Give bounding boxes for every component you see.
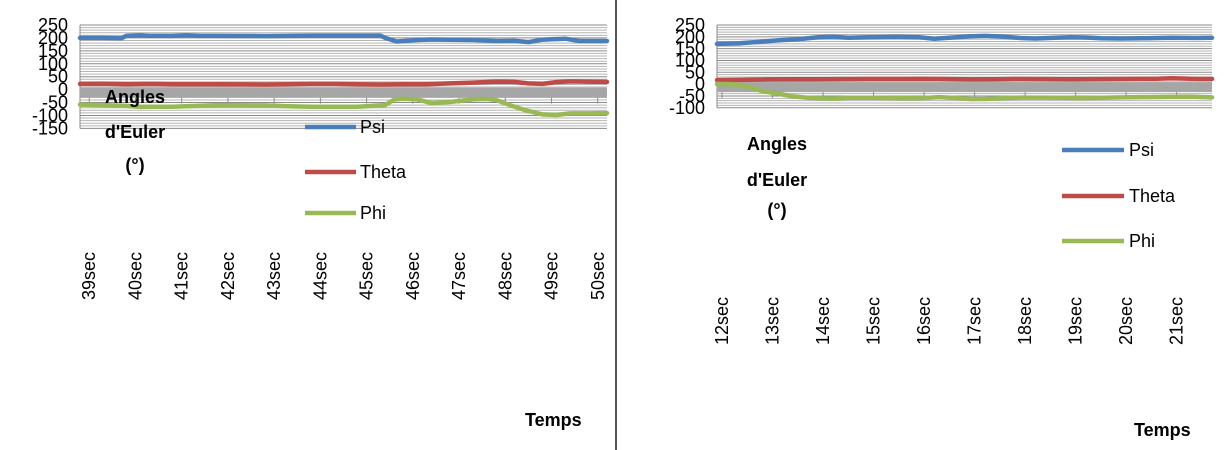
x-axis-label: Temps	[1134, 420, 1191, 440]
y-axis-annotation-line: d'Euler	[747, 170, 807, 190]
x-tick-label: 18sec	[1015, 297, 1035, 345]
x-tick-label: 19sec	[1066, 297, 1086, 345]
x-axis-baseline	[717, 82, 1212, 93]
x-tick-label: 47sec	[449, 252, 469, 300]
y-tick-label: -50	[42, 93, 68, 113]
x-tick-label: 21sec	[1167, 297, 1187, 345]
y-tick-label: 200	[38, 28, 68, 48]
y-tick-label: -50	[679, 86, 705, 106]
chart-panel-right: -100 -50 0 50 100 150 200 250 12sec 13sec 14sec 15s…	[622, 0, 1227, 450]
y-tick-label: 0	[58, 80, 68, 100]
legend-label-phi: Phi	[360, 203, 386, 223]
y-tick-label: 150	[38, 41, 68, 61]
x-tick-label: 50sec	[588, 252, 608, 300]
series-line-phi	[77, 96, 610, 118]
x-tick-label: 42sec	[218, 252, 238, 300]
legend-label-theta: Theta	[360, 162, 407, 182]
x-tick-label: 40sec	[125, 252, 145, 300]
y-tick-label: 250	[38, 15, 68, 35]
x-tick-label: 14sec	[813, 297, 833, 345]
x-tick-label: 41sec	[172, 252, 192, 300]
y-tick-label: 250	[675, 15, 705, 35]
x-tick-label: 43sec	[264, 252, 284, 300]
x-tick-label: 45sec	[357, 252, 377, 300]
x-tick-label: 46sec	[403, 252, 423, 300]
y-tick-label: 150	[675, 39, 705, 59]
series-line-theta	[714, 75, 1215, 83]
x-tick-label: 48sec	[495, 252, 515, 300]
series-line-theta	[77, 79, 610, 87]
chart-panel-left: -150 -100 -50 0 50 100 150 200 250 39sec 40sec 41se…	[0, 0, 612, 450]
series-line-phi	[714, 81, 1215, 102]
x-axis-baseline	[80, 87, 607, 98]
y-tick-label: 100	[38, 54, 68, 74]
series-line-psi	[77, 33, 610, 45]
legend-label-psi: Psi	[360, 117, 385, 137]
y-tick-label: -100	[32, 105, 68, 125]
y-axis-annotation-line: (°)	[125, 155, 144, 175]
y-tick-label: 50	[685, 62, 705, 82]
panel-divider	[615, 0, 617, 450]
y-tick-label: -100	[669, 98, 705, 118]
x-tick-label: 39sec	[79, 252, 99, 300]
y-axis-annotation-line: Angles	[105, 87, 165, 107]
x-tick-label: 12sec	[712, 297, 732, 345]
legend-label-psi: Psi	[1129, 140, 1154, 160]
y-axis-annotation-line: (°)	[767, 200, 786, 220]
legend-label-phi: Phi	[1129, 231, 1155, 251]
x-tick-label: 49sec	[542, 252, 562, 300]
legend-label-theta: Theta	[1129, 186, 1176, 206]
x-tick-label: 17sec	[965, 297, 985, 345]
x-tick-label: 20sec	[1116, 297, 1136, 345]
y-tick-label: -150	[32, 118, 68, 138]
series-line-psi	[714, 33, 1215, 47]
y-tick-label: 50	[48, 67, 68, 87]
x-axis-label: Temps	[525, 410, 582, 430]
x-tick-label: 13sec	[763, 297, 783, 345]
y-tick-label: 0	[695, 74, 705, 94]
x-tick-label: 16sec	[914, 297, 934, 345]
y-tick-label: 100	[675, 50, 705, 70]
y-axis-annotation-line: d'Euler	[105, 122, 165, 142]
y-tick-label: 200	[675, 27, 705, 47]
x-tick-label: 15sec	[864, 297, 884, 345]
x-tick-label: 44sec	[310, 252, 330, 300]
y-axis-annotation-line: Angles	[747, 134, 807, 154]
